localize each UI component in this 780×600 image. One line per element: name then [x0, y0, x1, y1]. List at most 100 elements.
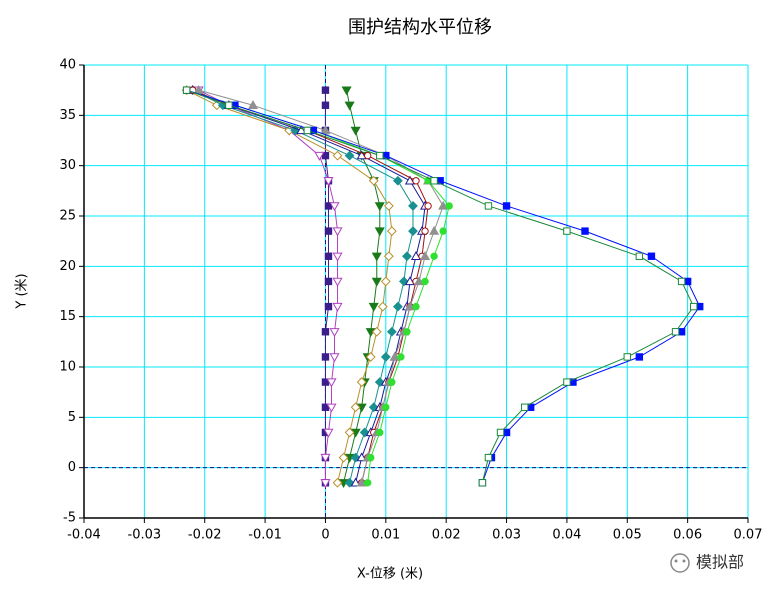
marker [421, 227, 429, 235]
x-tick-label: 0.01 [371, 528, 400, 543]
y-tick-label: 30 [59, 158, 76, 173]
marker [320, 479, 331, 488]
marker [329, 202, 340, 212]
marker [364, 479, 372, 487]
marker [341, 86, 352, 96]
marker [386, 226, 397, 237]
marker [429, 225, 440, 235]
marker [412, 302, 420, 311]
marker [364, 151, 372, 160]
marker [445, 202, 453, 210]
marker [338, 452, 349, 463]
x-tick-label: 0.07 [734, 528, 763, 543]
marker [350, 477, 361, 487]
marker [408, 226, 418, 237]
marker [368, 302, 379, 312]
marker [563, 378, 571, 386]
marker [647, 252, 656, 260]
y-tick-label: 25 [59, 209, 76, 224]
marker [383, 251, 394, 262]
marker [623, 353, 631, 361]
marker [374, 227, 385, 237]
marker [408, 201, 418, 211]
marker [324, 227, 333, 235]
y-tick-label: 15 [59, 309, 76, 324]
marker [332, 477, 343, 488]
series-line [198, 89, 444, 483]
marker [376, 151, 384, 160]
marker [314, 151, 325, 161]
marker [419, 251, 431, 260]
y-axis-label: Y (米) [15, 273, 30, 309]
marker [356, 150, 367, 160]
x-tick-label: 0 [321, 528, 329, 543]
marker [484, 202, 493, 210]
marker [438, 200, 449, 210]
marker [329, 353, 340, 363]
marker [502, 202, 511, 210]
marker [356, 477, 367, 487]
marker [683, 277, 692, 286]
marker [671, 328, 680, 336]
marker [404, 301, 416, 311]
y-tick-label: 10 [59, 360, 76, 375]
marker [696, 302, 704, 311]
marker [332, 302, 343, 312]
x-tick-label: 0.06 [673, 528, 702, 543]
marker [344, 427, 355, 438]
marker [581, 227, 589, 235]
marker [389, 351, 400, 361]
marker [320, 453, 331, 463]
series [193, 86, 343, 488]
marker [324, 302, 333, 311]
x-axis-label: X-位移 (米) [357, 567, 423, 582]
series [182, 86, 453, 487]
series-line [186, 89, 701, 483]
marker [321, 86, 330, 94]
marker [478, 479, 487, 487]
x-tick-label: -0.03 [128, 528, 162, 543]
y-tick-label: -5 [63, 511, 76, 526]
marker [324, 252, 333, 260]
marker [182, 86, 191, 94]
marker [376, 428, 384, 437]
x-tick-label: 0.03 [492, 528, 521, 543]
x-tick-label: -0.02 [188, 528, 222, 543]
marker [332, 252, 343, 262]
x-tick-label: 0.04 [552, 528, 581, 543]
series [182, 86, 698, 487]
marker [329, 328, 340, 337]
watermark: 模拟部 [696, 553, 744, 572]
series-line [192, 89, 426, 483]
series [182, 86, 704, 487]
marker [677, 277, 686, 286]
marker [397, 353, 405, 361]
series-line [192, 89, 429, 483]
marker [424, 202, 432, 210]
watermark-icon [670, 553, 690, 573]
marker [410, 251, 422, 260]
marker [326, 403, 337, 413]
marker [321, 353, 330, 361]
series [188, 86, 432, 487]
marker [402, 251, 412, 262]
marker [323, 428, 334, 438]
series [187, 85, 418, 488]
marker [388, 378, 396, 386]
marker [323, 177, 334, 186]
marker [371, 326, 382, 337]
marker [367, 453, 375, 462]
series-line [192, 89, 414, 483]
marker [371, 277, 382, 287]
y-tick-label: 5 [68, 410, 76, 425]
marker [365, 352, 376, 362]
x-tick-label: -0.01 [248, 528, 282, 543]
marker [332, 150, 343, 161]
marker [344, 150, 355, 161]
marker [324, 277, 333, 286]
marker [563, 227, 571, 235]
series [187, 84, 431, 487]
marker [484, 453, 493, 462]
marker [350, 126, 361, 136]
